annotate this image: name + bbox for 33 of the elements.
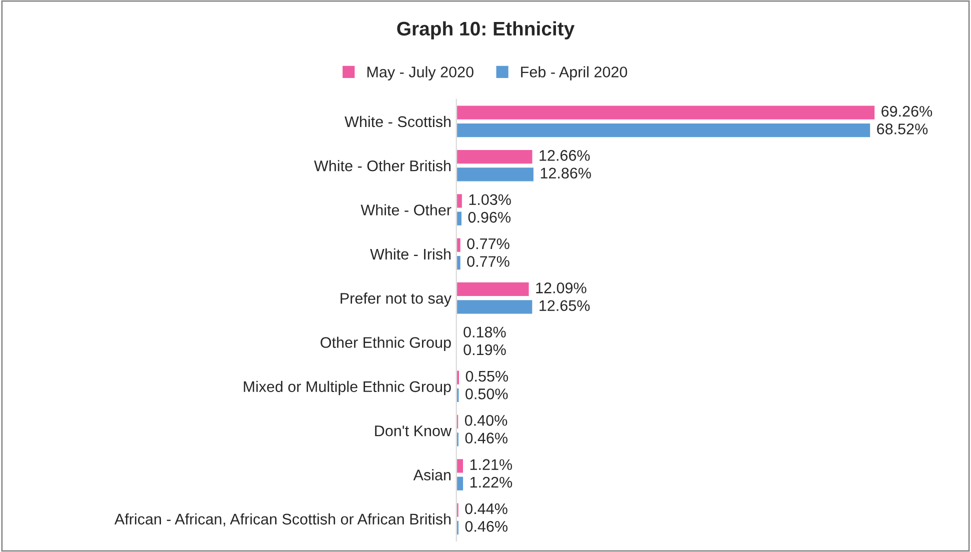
y-tick-label: African - African, African Scottish or African British bbox=[114, 513, 451, 526]
data-label: 68.52% bbox=[877, 124, 928, 134]
y-tick-label: Mixed or Multiple Ethnic Group bbox=[244, 380, 451, 396]
data-label: 12.86% bbox=[540, 168, 591, 179]
data-label: 1.22% bbox=[470, 476, 512, 488]
data-label: 0.46% bbox=[465, 520, 508, 532]
data-label: 0.40% bbox=[464, 415, 508, 426]
y-tick-label: White - Other bbox=[360, 204, 452, 216]
data-label: 0.77% bbox=[467, 238, 510, 250]
data-label: 12.65% bbox=[540, 300, 590, 312]
data-label: 0.18% bbox=[464, 326, 506, 338]
data-label: 0.46% bbox=[465, 432, 508, 444]
data-label: 0.77% bbox=[467, 256, 510, 267]
y-tick-label: White - Scottish bbox=[344, 116, 451, 128]
y-tick-label: White - Irish bbox=[370, 248, 451, 260]
data-label: 69.26% bbox=[882, 106, 932, 117]
data-label: 0.50% bbox=[466, 388, 508, 400]
y-tick-label: Other Ethnic Group bbox=[320, 336, 451, 351]
y-tick-label: Asian bbox=[413, 469, 451, 480]
data-label: 0.96% bbox=[468, 212, 511, 223]
y-tick-label: Don't Know bbox=[375, 426, 452, 436]
y-tick-label: Prefer not to say bbox=[340, 292, 452, 307]
data-label: 12.66% bbox=[540, 150, 590, 161]
data-label: 0.44% bbox=[465, 503, 508, 514]
y-tick-label: White - Other British bbox=[314, 160, 451, 172]
legend-label: May - July 2020 bbox=[367, 66, 474, 80]
data-label: 0.19% bbox=[464, 344, 506, 356]
chart-title: Graph 10: Ethnicity bbox=[397, 21, 575, 40]
data-label: 12.09% bbox=[536, 282, 586, 294]
legend-label: Feb - April 2020 bbox=[521, 66, 628, 80]
data-label: 0.55% bbox=[466, 370, 508, 382]
data-label: 1.21% bbox=[470, 459, 512, 470]
data-label: 1.03% bbox=[469, 194, 511, 206]
